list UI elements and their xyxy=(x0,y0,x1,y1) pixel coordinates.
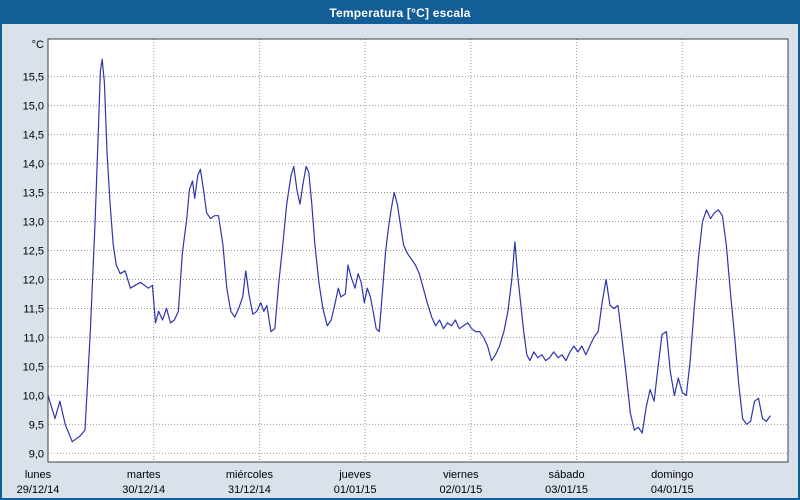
x-date-label: 31/12/14 xyxy=(228,484,271,496)
y-tick-label: 13,0 xyxy=(23,217,44,229)
x-day-label: martes xyxy=(127,469,161,481)
y-tick-label: 12,0 xyxy=(23,274,44,286)
x-day-label: miércoles xyxy=(226,469,274,481)
x-day-label: sábado xyxy=(549,469,585,481)
y-tick-label: 9,0 xyxy=(29,448,44,460)
y-tick-label: 10,0 xyxy=(23,390,44,402)
x-day-label: domingo xyxy=(651,469,693,481)
y-tick-label: 15,0 xyxy=(23,101,44,113)
y-axis-unit-label: °C xyxy=(32,39,44,51)
x-day-label: jueves xyxy=(338,469,371,481)
chart-title: Temperatura [°C] escala xyxy=(329,6,471,20)
y-tick-label: 14,0 xyxy=(23,159,44,171)
x-date-label: 29/12/14 xyxy=(17,484,60,496)
plot-border xyxy=(47,38,789,463)
x-date-label: 30/12/14 xyxy=(122,484,165,496)
y-tick-label: 14,5 xyxy=(23,130,44,142)
y-tick-label: 12,5 xyxy=(23,246,44,258)
y-tick-label: 11,0 xyxy=(23,332,44,344)
title-bar: Temperatura [°C] escala xyxy=(2,2,798,24)
y-tick-label: 9,5 xyxy=(29,419,44,431)
x-date-label: 02/01/15 xyxy=(439,484,482,496)
y-tick-label: 15,5 xyxy=(23,72,44,84)
y-tick-label: 11,5 xyxy=(23,303,44,315)
temperature-line xyxy=(47,58,771,443)
temperature-line-chart: 9,0 9,5 10,0 10,5 11,0 11,5 12,0 12,5 13,0 13,5 14… xyxy=(17,38,789,496)
x-date-label: 04/01/15 xyxy=(651,484,694,496)
x-day-label: viernes xyxy=(443,469,479,481)
x-date-label: 03/01/15 xyxy=(545,484,588,496)
x-date-label: 01/01/15 xyxy=(334,484,377,496)
x-day-label: lunes xyxy=(25,469,52,481)
y-tick-label: 10,5 xyxy=(23,361,44,373)
chart-area: 9,0 9,5 10,0 10,5 11,0 11,5 12,0 12,5 13,0 13,5 14… xyxy=(4,26,800,500)
y-tick-label: 13,5 xyxy=(23,188,44,200)
